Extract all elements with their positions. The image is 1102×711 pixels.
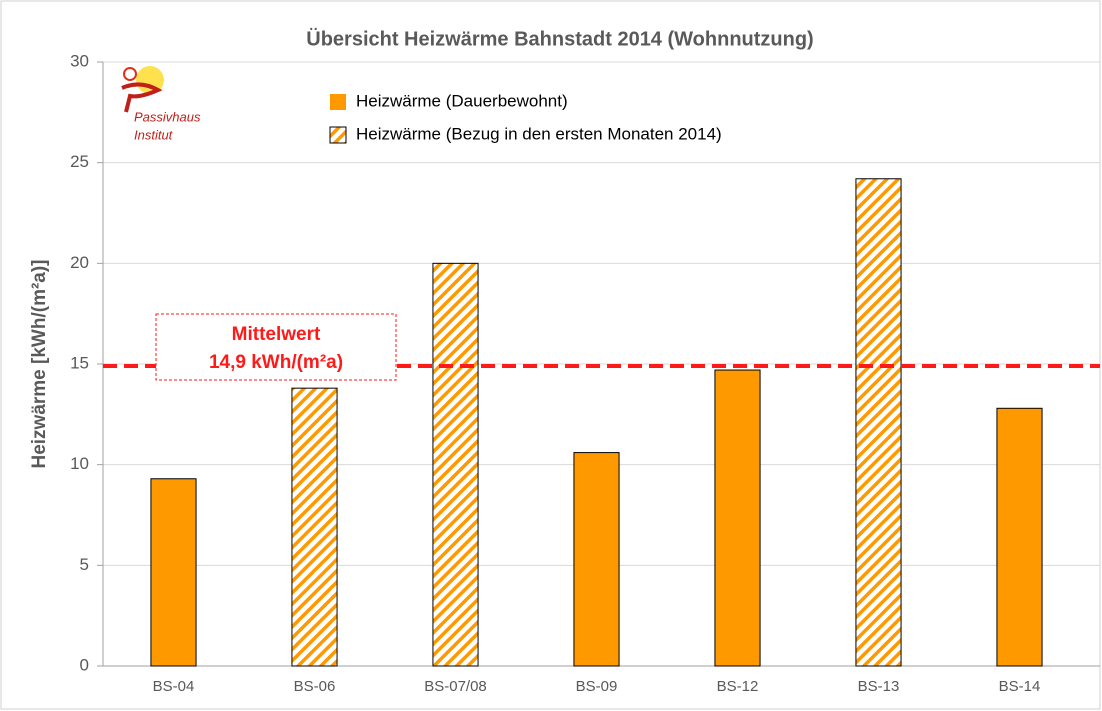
y-tick-label: 10 [70,454,89,473]
y-axis-label: Heizwärme [kWh/(m²a)] [29,259,50,468]
bar [996,407,1043,667]
mean-label-title: Mittelwert [232,324,321,345]
bar [432,262,479,667]
legend-label: Heizwärme (Dauerbewohnt) [356,91,568,110]
chart-title: Übersicht Heizwärme Bahnstadt 2014 (Wohn… [306,27,813,50]
logo-icon [123,67,137,81]
y-tick-label: 30 [70,51,89,70]
bar [855,178,902,667]
x-tick-label: BS-04 [153,678,195,695]
bar [714,369,761,667]
bar [573,452,620,667]
logo-text: Passivhaus [134,109,201,124]
x-tick-label: BS-12 [717,678,759,695]
mean-label: 14,9 kWh/(m²a) [209,352,343,373]
legend-swatch [330,94,346,110]
x-tick-label: BS-09 [576,678,618,695]
legend-label: Heizwärme (Bezug in den ersten Monaten 2… [356,124,722,143]
logo-icon [136,66,164,94]
x-tick-label: BS-07/08 [424,678,487,695]
bar [291,387,338,667]
y-tick-label: 15 [70,353,89,372]
logo: Passivhaus Institut [121,66,201,142]
y-tick-label: 0 [80,655,89,674]
legend-swatch [329,126,347,144]
logo-text: Institut [134,127,174,142]
x-tick-label: BS-13 [858,678,900,695]
bar [150,478,197,667]
y-tick-label: 25 [70,152,89,171]
x-tick-label: BS-06 [294,678,336,695]
y-tick-label: 5 [80,555,89,574]
y-tick-label: 20 [70,253,89,272]
logo-icon [121,82,163,113]
mean-label-box [155,313,397,381]
x-tick-label: BS-14 [999,678,1041,695]
